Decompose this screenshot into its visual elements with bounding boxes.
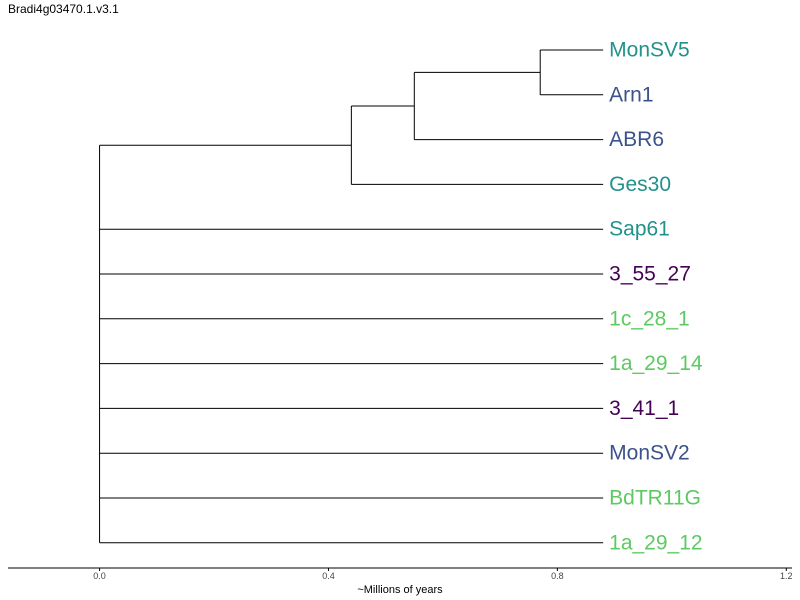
x-tick-label: 1.2	[780, 571, 793, 581]
leaf-label: 3_41_1	[609, 397, 679, 420]
leaf-label: MonSV2	[609, 442, 690, 465]
x-tick-label: 0.4	[322, 571, 335, 581]
leaf-label: ABR6	[609, 128, 664, 151]
leaf-label: Arn1	[609, 83, 653, 106]
x-axis-title: ~Millions of years	[357, 584, 443, 596]
x-tick-label: 0.0	[93, 571, 106, 581]
leaf-label: Ges30	[609, 173, 671, 196]
chart-title: Bradi4g03470.1.v3.1	[8, 2, 119, 16]
leaf-label: Sap61	[609, 218, 670, 241]
leaf-label: 1a_29_14	[609, 352, 703, 375]
leaf-label: MonSV5	[609, 39, 690, 62]
leaf-label: 3_55_27	[609, 263, 691, 286]
x-tick-label: 0.8	[551, 571, 564, 581]
leaf-label: 1c_28_1	[609, 307, 690, 330]
leaf-label: 1a_29_12	[609, 531, 702, 554]
leaf-label: BdTR11G	[609, 487, 701, 510]
